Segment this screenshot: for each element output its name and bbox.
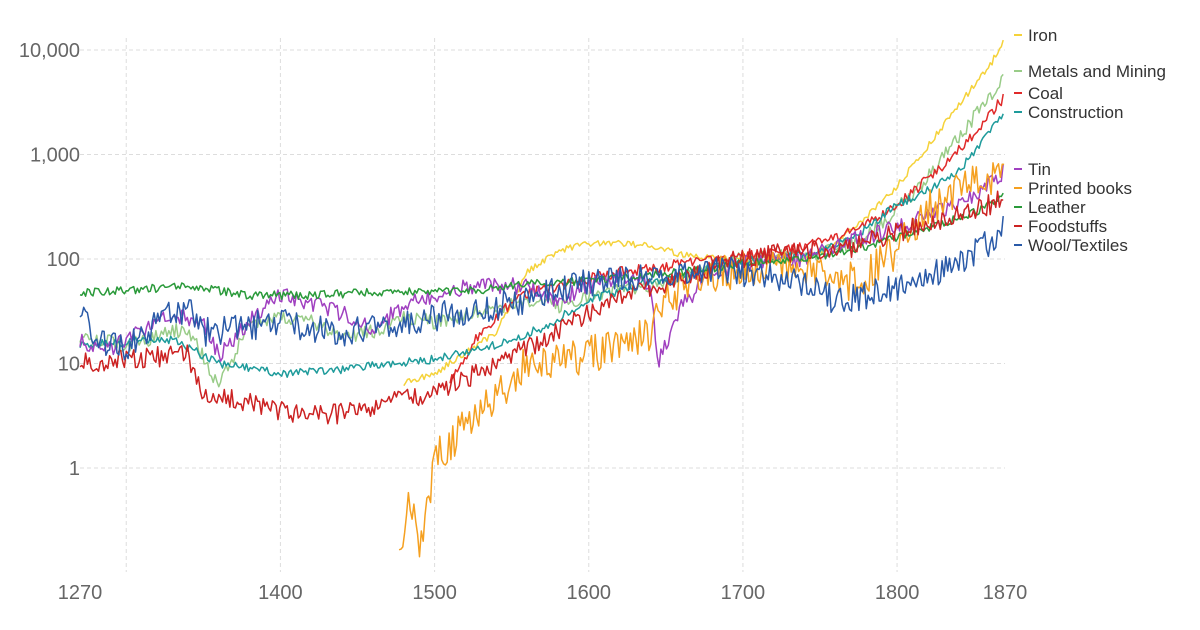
legend-label: Coal <box>1028 84 1063 103</box>
legend-item: Printed books <box>1014 179 1132 198</box>
legend-item: Leather <box>1014 198 1086 217</box>
legend-item: Coal <box>1014 84 1063 103</box>
y-tick-label: 100 <box>47 249 80 271</box>
legend-item: Foodstuffs <box>1014 217 1107 236</box>
y-tick-label: 1 <box>69 458 80 480</box>
x-tick-label: 1700 <box>721 582 766 604</box>
series-line-wool-textiles <box>79 216 1004 361</box>
y-tick-label: 10,000 <box>19 40 80 62</box>
legend-item: Tin <box>1014 160 1051 179</box>
series-line-iron <box>403 39 1004 387</box>
legend-item: Wool/Textiles <box>1014 236 1128 255</box>
legend-label: Leather <box>1028 198 1086 217</box>
x-axis-ticks: 1270 1400 1500 1600 1700 1800 1870 <box>58 582 1028 604</box>
series-line-foodstuffs <box>79 190 1004 425</box>
legend-label: Tin <box>1028 160 1051 179</box>
legend-label: Wool/Textiles <box>1028 236 1128 255</box>
legend-label: Iron <box>1028 26 1057 45</box>
series-line-construction <box>79 113 1004 378</box>
x-tick-label: 1600 <box>567 582 612 604</box>
series-line-metals-and-mining <box>79 73 1004 388</box>
legend-item: Construction <box>1014 103 1123 122</box>
x-tick-label: 1870 <box>983 582 1028 604</box>
legend-item: Metals and Mining <box>1014 62 1166 81</box>
legend-item: Iron <box>1014 26 1057 45</box>
series-line-leather <box>79 192 1004 301</box>
legend-label: Foodstuffs <box>1028 217 1107 236</box>
x-tick-label: 1270 <box>58 582 103 604</box>
y-axis-ticks: 1 10 100 1,000 10,000 <box>19 40 80 480</box>
series-line-printed-books <box>398 162 1005 558</box>
legend-label: Construction <box>1028 103 1123 122</box>
x-tick-label: 1500 <box>412 582 457 604</box>
x-tick-label: 1400 <box>258 582 303 604</box>
x-tick-label: 1800 <box>875 582 920 604</box>
series-lines <box>79 39 1005 558</box>
legend-label: Printed books <box>1028 179 1132 198</box>
y-tick-label: 1,000 <box>30 145 80 167</box>
y-tick-label: 10 <box>58 354 80 376</box>
series-line-coal <box>449 93 1004 384</box>
legend-label: Metals and Mining <box>1028 62 1166 81</box>
